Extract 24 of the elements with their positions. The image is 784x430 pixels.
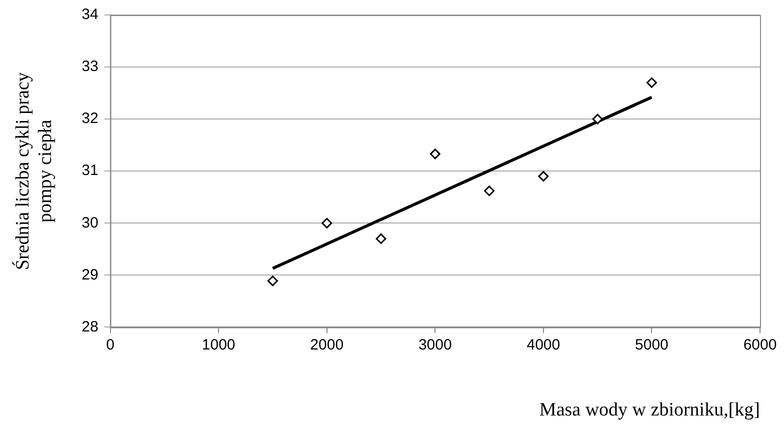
point: [538, 171, 549, 182]
x-tick-label: 1000: [202, 336, 236, 354]
point: [592, 114, 603, 124]
point: [322, 218, 332, 228]
point: [376, 233, 386, 244]
x-axis-title: Masa wody w zbiorniku,[kg]: [539, 400, 760, 421]
x-tick-label: 0: [106, 336, 114, 354]
y-tick-label: 31: [82, 162, 98, 180]
y-tick-label: 33: [82, 58, 98, 76]
y-tick-label: 30: [82, 214, 98, 232]
x-tick-label: 4000: [526, 336, 560, 354]
point: [430, 148, 440, 160]
point: [267, 276, 278, 286]
point: [646, 77, 657, 88]
x-tick-label: 6000: [743, 336, 777, 354]
point: [484, 186, 495, 196]
x-tick-label: 2000: [310, 336, 344, 354]
y-tick-label: 32: [82, 110, 98, 128]
x-tick-label: 3000: [418, 336, 452, 354]
y-tick-label: 28: [82, 318, 98, 336]
x-tick-label: 5000: [635, 336, 668, 354]
y-axis-title: Średnia liczba cykli pracy pompy ciepła: [11, 72, 56, 270]
y-tick-label: 29: [82, 266, 98, 284]
y-tick-label: 34: [82, 6, 98, 24]
